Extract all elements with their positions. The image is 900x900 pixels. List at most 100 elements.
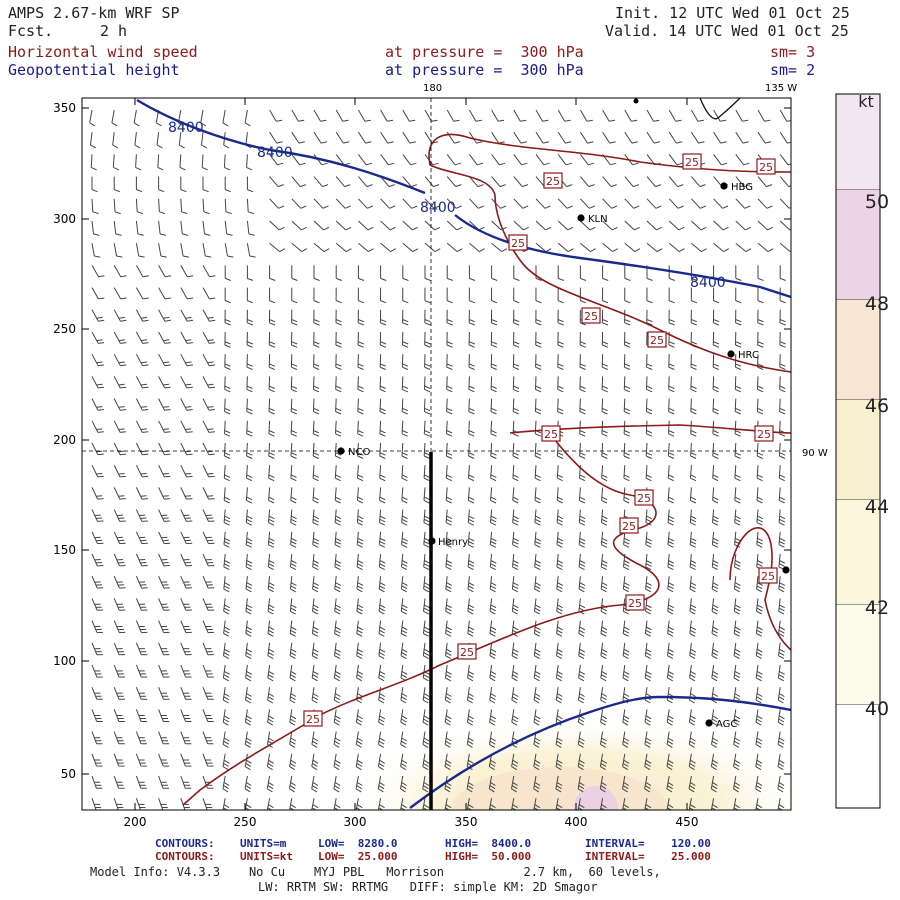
wind-barb bbox=[113, 287, 127, 300]
wind-barb bbox=[202, 420, 215, 433]
wind-barb bbox=[400, 642, 408, 660]
wind-barb bbox=[424, 287, 431, 304]
wind-barb bbox=[335, 420, 342, 437]
wind-barb bbox=[778, 576, 786, 593]
wind-barb bbox=[755, 687, 763, 704]
wind-barb bbox=[735, 331, 742, 348]
wind-barb bbox=[400, 709, 408, 726]
wind-barb bbox=[668, 354, 675, 370]
wind-barb bbox=[180, 198, 188, 215]
wind-barb bbox=[624, 198, 640, 209]
speed-label: 25 bbox=[619, 517, 639, 534]
wind-barb bbox=[135, 464, 149, 478]
wind-barb bbox=[490, 465, 497, 482]
wind-barb bbox=[222, 775, 230, 793]
wind-barb bbox=[202, 509, 215, 522]
wind-barb bbox=[379, 487, 386, 504]
wind-barb bbox=[356, 553, 364, 571]
wind-barb bbox=[646, 131, 661, 144]
wind-barb bbox=[113, 331, 127, 344]
wind-barb bbox=[135, 620, 148, 634]
wind-barb bbox=[202, 176, 209, 193]
wind-barb bbox=[444, 731, 452, 748]
wind-barb bbox=[757, 220, 774, 231]
wind-barb bbox=[357, 398, 364, 415]
wind-barb bbox=[268, 331, 276, 348]
wind-barb bbox=[602, 220, 618, 231]
wind-barb bbox=[445, 553, 453, 571]
speed-label: 25 bbox=[754, 425, 774, 442]
wind-barb bbox=[688, 775, 696, 793]
wind-barb bbox=[422, 620, 430, 637]
wind-barb bbox=[666, 731, 674, 748]
wind-barb bbox=[356, 687, 363, 704]
wind-barb bbox=[644, 731, 652, 748]
colorbar-unit: kt bbox=[858, 92, 874, 111]
wind-barb bbox=[622, 798, 629, 810]
wind-barb bbox=[180, 487, 193, 500]
wind-barb bbox=[490, 442, 497, 459]
wind-barb bbox=[533, 664, 541, 682]
wind-barb bbox=[313, 242, 330, 253]
wind-barb bbox=[289, 598, 297, 615]
wind-barb bbox=[467, 531, 475, 548]
wind-barb bbox=[445, 465, 453, 482]
wind-barb bbox=[424, 220, 441, 231]
wind-barb bbox=[490, 354, 497, 370]
wind-barb bbox=[557, 354, 564, 370]
wind-barb bbox=[180, 709, 192, 722]
wind-barb bbox=[113, 620, 126, 634]
wind-barb bbox=[223, 598, 230, 615]
wind-barb bbox=[135, 598, 148, 611]
wind-barb bbox=[468, 420, 475, 437]
wind-barb bbox=[466, 731, 474, 748]
wind-barb bbox=[645, 531, 653, 548]
wind-barb bbox=[290, 376, 298, 393]
wind-barb bbox=[423, 553, 430, 571]
wind-barb bbox=[446, 420, 453, 437]
wind-barb bbox=[645, 576, 652, 593]
wind-barb bbox=[135, 243, 145, 258]
wind-barb bbox=[291, 309, 298, 326]
colorbar-label: 46 bbox=[865, 395, 889, 417]
wind-barb bbox=[357, 131, 372, 144]
wind-barb bbox=[158, 353, 171, 367]
wind-barb bbox=[91, 531, 104, 545]
wind-barb bbox=[491, 242, 508, 253]
wind-barb bbox=[91, 243, 101, 258]
wind-barb bbox=[200, 109, 207, 127]
svg-text:25: 25 bbox=[511, 237, 525, 250]
wind-barb bbox=[91, 642, 103, 656]
wind-barb bbox=[735, 242, 752, 253]
wind-barb bbox=[224, 376, 231, 393]
wind-barb bbox=[380, 109, 394, 122]
wind-barb bbox=[267, 598, 275, 615]
wind-barb bbox=[622, 576, 630, 593]
colorbar-label: 48 bbox=[865, 293, 889, 315]
wind-barb bbox=[135, 442, 149, 456]
wind-barb bbox=[290, 442, 297, 459]
wind-barb bbox=[444, 753, 452, 771]
wind-barb bbox=[379, 442, 386, 459]
wind-barb bbox=[267, 620, 275, 637]
wind-barb bbox=[224, 398, 231, 415]
wind-barb bbox=[202, 575, 215, 589]
wind-barb bbox=[402, 242, 419, 253]
wind-barb bbox=[422, 798, 430, 810]
wind-barb bbox=[777, 731, 785, 748]
wind-barb bbox=[400, 731, 408, 748]
wind-barb bbox=[446, 309, 453, 326]
wind-barb bbox=[779, 331, 786, 348]
wind-barb bbox=[556, 487, 564, 504]
svg-text:25: 25 bbox=[759, 161, 773, 174]
wind-barb bbox=[513, 176, 529, 188]
wind-barb bbox=[335, 220, 352, 231]
x-ticks: 200 250 300 350 400 450 bbox=[124, 98, 698, 829]
wind-barb bbox=[601, 509, 608, 526]
wind-barb bbox=[668, 154, 683, 166]
wind-barb bbox=[180, 464, 193, 478]
speed-label: 25 bbox=[543, 172, 563, 189]
wind-barb bbox=[556, 509, 564, 526]
wind-barb bbox=[113, 309, 127, 322]
wind-barb bbox=[178, 132, 185, 149]
